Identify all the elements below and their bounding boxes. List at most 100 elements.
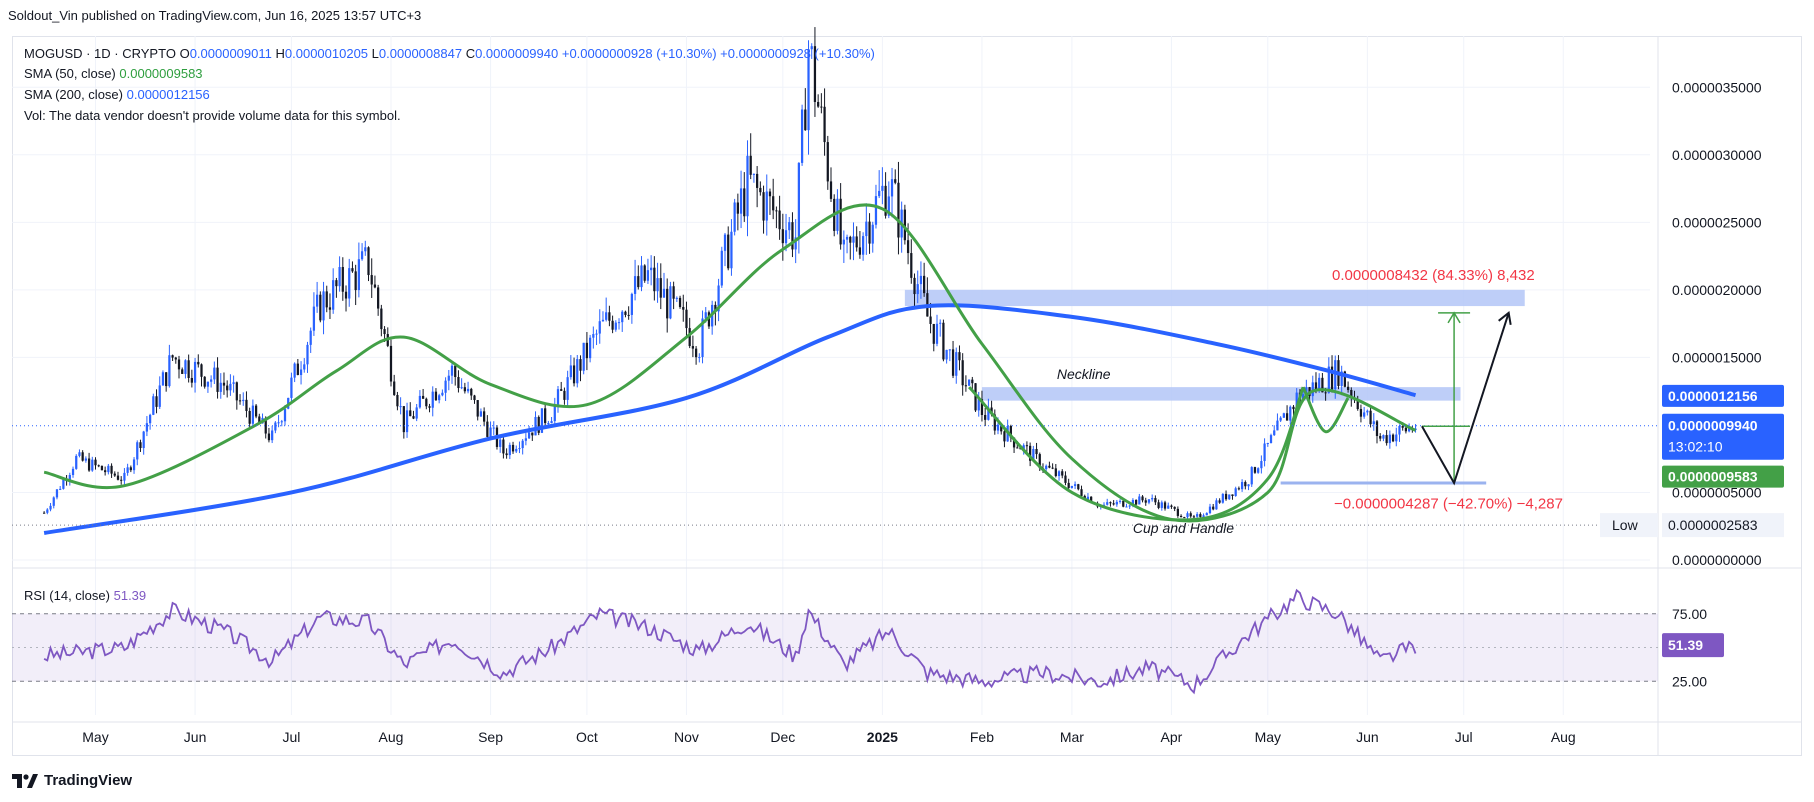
candle: [193, 357, 197, 393]
candle: [964, 375, 968, 392]
candle: [611, 315, 614, 334]
candle: [1176, 506, 1179, 518]
candle: [377, 284, 380, 316]
candle: [303, 358, 306, 373]
y-tick-label: 0.0000020000: [1672, 282, 1762, 298]
candle: [1051, 463, 1054, 470]
close-value: 0.0000009940: [475, 46, 559, 61]
target-down-label[interactable]: −0.0000004287 (−42.70%) −4,287: [1334, 496, 1563, 513]
candle: [1192, 514, 1196, 519]
candle: [550, 416, 553, 424]
candle: [107, 463, 110, 475]
candle: [633, 259, 637, 301]
sma50-price-tag[interactable]: 0.0000009583: [1662, 465, 1784, 488]
candle: [1186, 511, 1189, 519]
neckline-zone[interactable]: [981, 387, 1461, 401]
candle: [312, 292, 316, 336]
candle: [739, 170, 743, 229]
candle: [701, 310, 704, 364]
candle: [929, 302, 932, 334]
candle: [894, 169, 897, 185]
target-up-label[interactable]: 0.0000008432 (84.33%) 8,432: [1332, 267, 1535, 284]
sma200-legend[interactable]: SMA (200, close) 0.0000012156: [24, 87, 210, 102]
cup-curve[interactable]: [968, 386, 1305, 522]
candle: [457, 370, 460, 393]
candle: [849, 235, 852, 260]
sma50-line[interactable]: [43, 203, 1417, 523]
candle: [572, 357, 576, 387]
low-price-tag[interactable]: Low 0.0000002583: [1600, 513, 1784, 538]
sma200-label: SMA (200, close): [24, 87, 123, 102]
candle: [865, 203, 868, 255]
candle: [730, 219, 733, 276]
candle: [152, 393, 155, 416]
candle: [1115, 499, 1118, 507]
candle: [409, 402, 412, 417]
candle: [1289, 405, 1292, 425]
candle: [1141, 495, 1144, 503]
svg-text:0.0000009583: 0.0000009583: [1668, 469, 1758, 485]
candle: [515, 445, 518, 453]
candle: [1221, 493, 1224, 504]
rsi-line[interactable]: [43, 588, 1417, 695]
candle: [614, 320, 617, 332]
cup-handle-label[interactable]: Cup and Handle: [1133, 520, 1234, 536]
candle: [733, 198, 736, 236]
candle: [232, 375, 235, 393]
candle: [206, 381, 210, 393]
symbol-label[interactable]: MOGUSD · 1D · CRYPTO: [24, 46, 176, 61]
candle: [563, 387, 566, 405]
candle: [415, 404, 418, 422]
candle: [1025, 441, 1029, 453]
candle: [871, 221, 874, 253]
candle: [762, 185, 765, 234]
sma50-legend[interactable]: SMA (50, close) 0.0000009583: [24, 66, 203, 81]
candle: [845, 234, 849, 254]
candle: [1054, 464, 1057, 478]
candle: [855, 226, 858, 252]
candle: [582, 342, 585, 375]
candle: [711, 300, 714, 335]
rsi-value-tag[interactable]: 51.39: [1662, 633, 1724, 658]
candle: [1160, 500, 1163, 511]
candle: [328, 293, 332, 320]
publisher-line: Soldout_Vin published on TradingView.com…: [8, 8, 422, 23]
candle: [527, 426, 531, 440]
rsi-label: RSI (14, close): [24, 588, 110, 603]
handle-curve[interactable]: [1301, 386, 1350, 434]
neckline-label[interactable]: Neckline: [1057, 366, 1111, 382]
low-label: L: [371, 46, 379, 61]
candle: [1273, 425, 1276, 436]
candle: [1285, 405, 1289, 421]
candle: [1170, 504, 1173, 509]
candle: [1375, 419, 1379, 444]
resistance-zone[interactable]: [904, 289, 1525, 307]
close-price-tag[interactable]: 0.0000009940 13:02:10: [1662, 413, 1784, 460]
sma200-price-tag[interactable]: 0.0000012156: [1662, 384, 1784, 407]
open-value: 0.0000009011: [189, 46, 272, 61]
sma200-line[interactable]: [43, 303, 1417, 535]
candle: [566, 370, 569, 408]
candle: [251, 399, 255, 426]
candle: [585, 332, 589, 371]
candle: [309, 327, 312, 353]
candle: [187, 354, 190, 383]
candle: [75, 454, 78, 470]
candle: [463, 382, 466, 394]
candle: [425, 397, 428, 410]
candle: [49, 502, 52, 512]
tradingview-logo[interactable]: TradingView: [12, 772, 132, 789]
candle: [1234, 486, 1237, 497]
candle: [967, 379, 971, 386]
candle: [171, 354, 174, 361]
candle: [306, 341, 309, 373]
candle: [617, 318, 621, 330]
svg-text:0.0000012156: 0.0000012156: [1668, 388, 1758, 404]
candle: [804, 88, 807, 131]
candle: [78, 449, 81, 458]
sma50-value: 0.0000009583: [119, 66, 203, 81]
rsi-legend[interactable]: RSI (14, close) 51.39: [24, 588, 146, 603]
candle: [1395, 427, 1398, 447]
candle: [229, 374, 232, 396]
